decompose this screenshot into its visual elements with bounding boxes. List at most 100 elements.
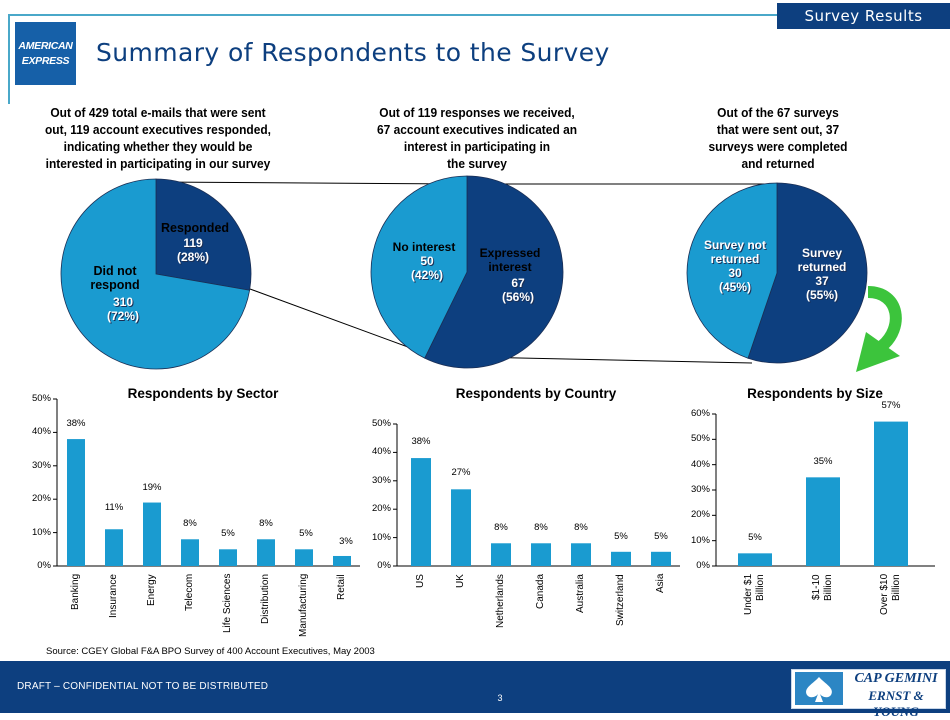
caption-line: and returned	[741, 156, 815, 171]
caption-pie3: Out of the 67 surveys that were sent out…	[684, 104, 872, 172]
x-category-label: Australia	[575, 574, 586, 613]
pie3-ret-label-a: Survey	[801, 246, 843, 260]
caption-line: the survey	[447, 156, 507, 171]
pie1-responded-label: Responded	[160, 221, 230, 235]
x-category-label: Switzerland	[615, 574, 626, 626]
connector-line	[249, 288, 428, 355]
pie2-no-label: No interest	[392, 240, 456, 254]
y-tick-label: 50%	[371, 418, 391, 429]
y-tick-label: 0%	[37, 560, 51, 571]
pie3-not-label-a: Survey not	[703, 238, 766, 252]
bar-value-label: 5%	[654, 531, 668, 542]
pie-returned	[686, 182, 868, 364]
pie2-exp-label-b: interest	[488, 260, 532, 274]
pie2-exp-count: 67	[511, 276, 525, 290]
x-category-label: Under $1	[743, 573, 754, 615]
logo-line1: AMERICAN	[18, 39, 73, 52]
x-category-label: Life Sciences	[222, 573, 233, 633]
pie1-notresp-label-a: Did not	[93, 264, 137, 278]
x-category-label: Manufacturing	[298, 573, 309, 637]
x-category-label: Telecom	[184, 573, 195, 611]
caption-line: 67 account executives indicated an	[376, 122, 578, 137]
y-tick-label: 30%	[371, 474, 391, 486]
y-tick-label: 10%	[31, 526, 51, 538]
bar-value-label: 3%	[339, 536, 353, 547]
bar	[491, 543, 511, 566]
caption-line: interested in participating in our surve…	[45, 156, 271, 171]
bar	[806, 477, 840, 566]
bar-value-label: 8%	[259, 518, 273, 529]
x-category-label: UK	[455, 574, 466, 588]
bar	[738, 553, 772, 566]
y-tick-label: 50%	[31, 393, 51, 404]
bar-value-label: 5%	[614, 531, 628, 542]
y-tick-label: 60%	[690, 408, 710, 419]
header-rule-vertical	[8, 14, 10, 104]
pie-responses	[60, 178, 252, 370]
bar	[571, 543, 591, 566]
bar-value-label: 5%	[748, 532, 762, 543]
pie1-notresp-label-b: respond	[90, 278, 140, 292]
pie2-no-count: 50	[420, 254, 434, 268]
bar	[411, 458, 431, 566]
x-category-label: Canada	[535, 573, 546, 609]
y-tick-label: 20%	[690, 509, 710, 521]
bar-value-label: 57%	[881, 400, 901, 411]
pie3-ret-pct: (55%)	[805, 288, 838, 302]
bar-value-label: 11%	[104, 502, 124, 513]
pie3-not-label-b: returned	[710, 252, 760, 266]
pie-interest	[370, 175, 564, 369]
pie2-exp-pct: (56%)	[501, 290, 534, 304]
pie3-not-pct: (45%)	[718, 280, 751, 294]
pie3-ret-label-b: returned	[797, 260, 847, 274]
bar	[295, 549, 313, 566]
bar-value-label: 19%	[142, 482, 162, 493]
bar-value-label: 8%	[534, 522, 548, 533]
pie-slice-expressed-interest	[424, 175, 564, 369]
caption-line: surveys were completed	[708, 139, 848, 154]
source-note: Source: CGEY Global F&A BPO Survey of 40…	[46, 646, 375, 657]
pie2-exp-label-a: Expressed	[479, 246, 541, 260]
x-category-label: Insurance	[108, 574, 119, 618]
pie3-not-count: 30	[728, 266, 742, 280]
bar	[651, 551, 671, 566]
pie-charts	[60, 175, 902, 372]
bar	[219, 549, 237, 566]
x-category-label: US	[415, 574, 426, 588]
y-tick-label: 30%	[31, 459, 51, 471]
caption-line: that were sent out, 37	[716, 122, 840, 137]
bar	[181, 539, 199, 566]
amex-logo: AMERICAN EXPRESS	[15, 22, 76, 85]
y-tick-label: 10%	[690, 534, 710, 546]
connector-line	[155, 181, 468, 185]
x-category-label: $1-10	[811, 574, 822, 600]
pie-slice-no-interest	[370, 175, 468, 359]
page-title: Summary of Respondents to the Survey	[96, 38, 610, 67]
x-category-label: Billion	[823, 574, 834, 601]
caption-line: indicating whether they would be	[63, 139, 253, 154]
bar-value-label: 5%	[221, 528, 235, 539]
caption-pie2: Out of 119 responses we received, 67 acc…	[356, 104, 597, 172]
bar	[67, 439, 85, 566]
pie-slice-survey-not-returned	[686, 182, 778, 359]
pie-slice-responded	[155, 178, 252, 291]
bar-value-label: 27%	[451, 467, 471, 478]
page-number: 3	[497, 693, 503, 703]
x-category-label: Billion	[891, 574, 902, 601]
pie1-responded-count: 119	[183, 236, 203, 250]
y-tick-label: 30%	[690, 484, 710, 495]
y-tick-label: 10%	[371, 531, 391, 543]
brand-line2: ERNST & YOUNG	[868, 688, 924, 719]
pie-slice-survey-returned	[747, 182, 868, 364]
section-tag: Survey Results	[777, 3, 950, 29]
curved-arrow-icon	[856, 286, 902, 372]
bar-value-label: 8%	[574, 522, 588, 533]
y-tick-label: 40%	[31, 426, 51, 438]
y-tick-label: 20%	[31, 493, 51, 505]
pie1-responded-pct: (28%)	[176, 250, 209, 264]
bar-value-label: 38%	[66, 418, 86, 429]
bar-value-label: 35%	[813, 456, 833, 467]
bar	[105, 529, 123, 566]
caption-line: out, 119 account executives responded,	[44, 122, 272, 137]
y-tick-label: 0%	[377, 560, 391, 571]
